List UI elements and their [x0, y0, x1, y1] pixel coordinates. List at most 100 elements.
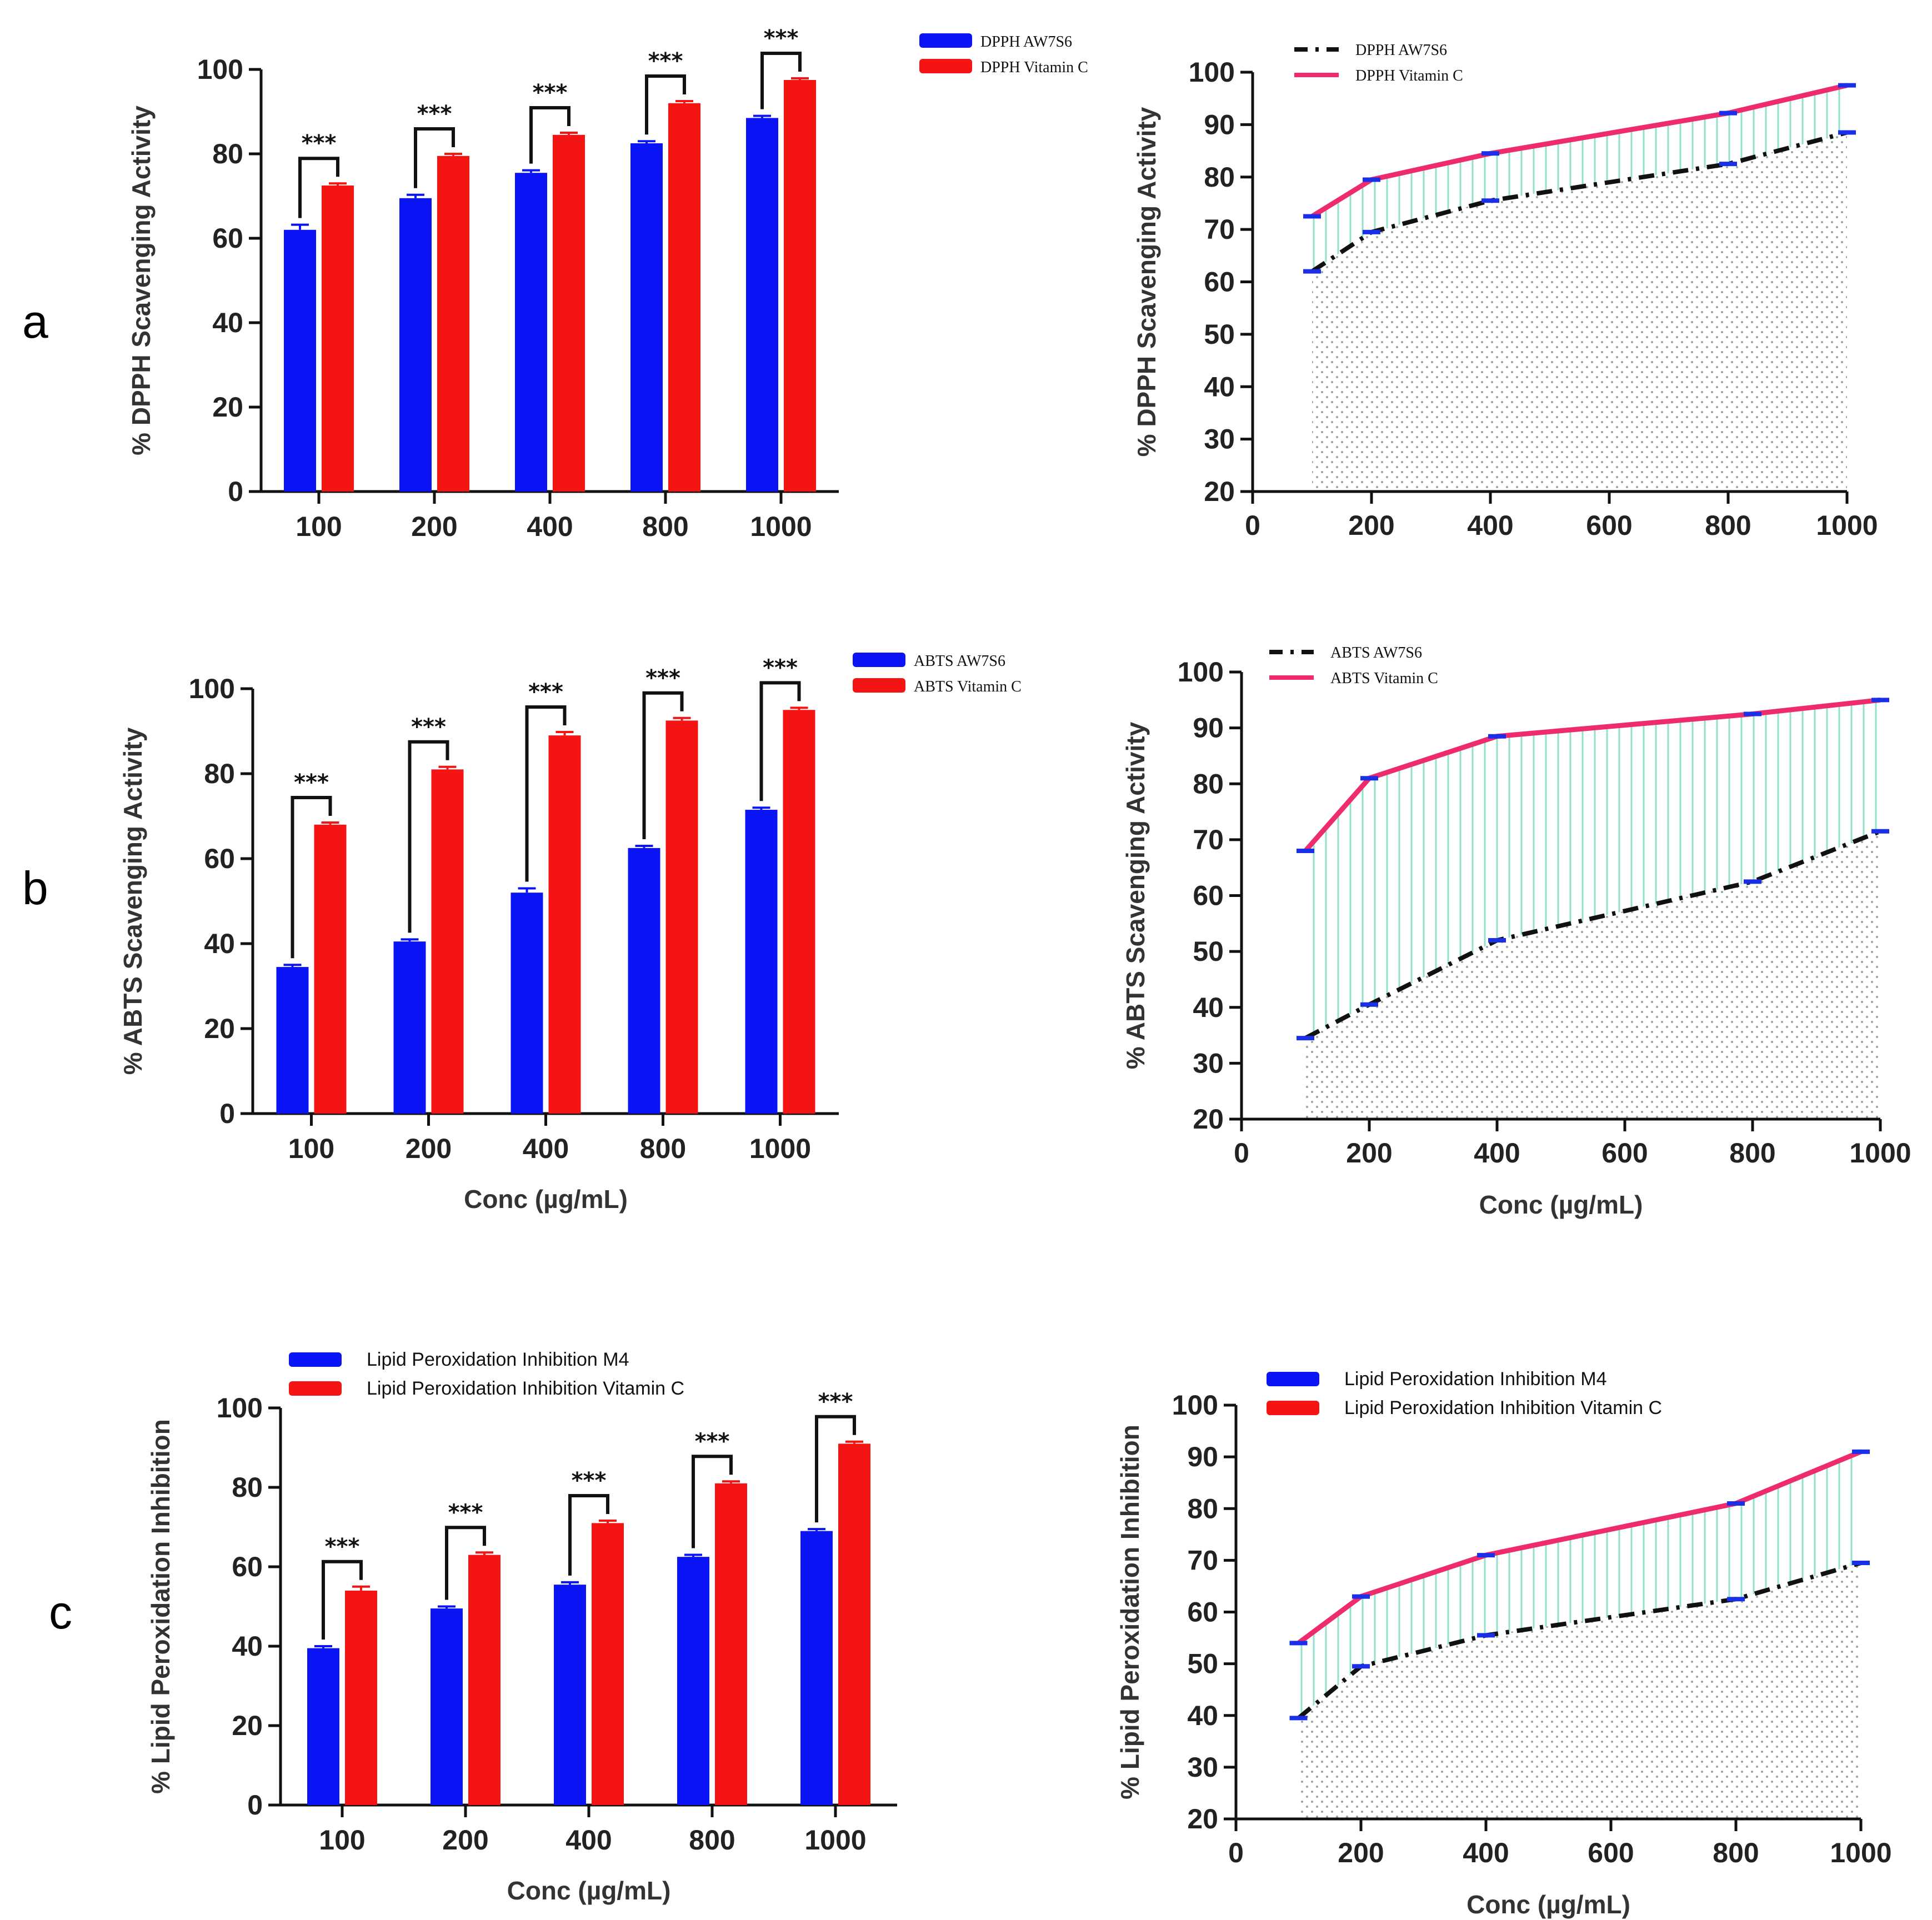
x-tick-label: 600 [1586, 510, 1632, 541]
legend-label: Lipid Peroxidation Inhibition M4 [1344, 1368, 1607, 1390]
y-tick-label: 50 [1204, 319, 1235, 350]
significance-stars: *** [411, 714, 446, 740]
y-tick-label: 70 [1187, 1545, 1218, 1576]
significance-stars: *** [528, 679, 563, 705]
y-tick-label: 20 [204, 1013, 235, 1044]
y-tick-label: 30 [1204, 424, 1235, 455]
bar-sample [399, 198, 432, 492]
y-tick-label: 70 [1193, 824, 1224, 855]
x-tick-label: 1000 [749, 1133, 811, 1164]
y-tick-label: 100 [197, 54, 243, 85]
legend-swatch-sample [289, 1352, 342, 1367]
y-tick-label: 40 [204, 928, 235, 959]
bar-sample [515, 173, 547, 492]
significance-bracket [645, 74, 686, 135]
x-tick-label: 400 [1474, 1137, 1520, 1169]
significance-stars: *** [325, 1534, 360, 1560]
y-tick-label: 20 [212, 392, 243, 423]
x-tick-label: 200 [1338, 1837, 1384, 1868]
significance-bracket [525, 705, 567, 882]
bar-sample [677, 1557, 709, 1805]
significance-stars: *** [448, 1500, 483, 1525]
x-tick-label: 800 [640, 1133, 686, 1164]
y-tick-label: 60 [212, 223, 243, 254]
fill-between-area [1305, 700, 1880, 1039]
x-tick-label: 400 [1467, 510, 1513, 541]
x-tick-label: 800 [642, 511, 688, 542]
significance-bracket [568, 1494, 609, 1576]
significance-bracket [322, 1560, 363, 1640]
x-tick-label: 400 [1463, 1837, 1509, 1868]
panel-label-a: a [22, 295, 48, 348]
significance-bracket [414, 127, 455, 188]
fill-between-area [1312, 85, 1847, 272]
y-tick-label: 20 [1193, 1104, 1224, 1135]
legend-label: DPPH Vitamin C [1355, 67, 1463, 84]
area-under-sample [1298, 1563, 1861, 1819]
y-tick-label: 100 [189, 673, 235, 704]
legend-label: DPPH AW7S6 [1355, 42, 1447, 59]
x-tick-label: 1000 [804, 1824, 866, 1856]
y-tick-label: 90 [1187, 1441, 1218, 1472]
significance-bracket [759, 681, 801, 801]
y-tick-label: 90 [1193, 713, 1224, 744]
x-tick-label: 100 [319, 1824, 365, 1856]
significance-stars: *** [417, 101, 452, 127]
significance-bracket [298, 157, 339, 218]
bar-vitamin-c [548, 735, 581, 1114]
fill-between-area [1298, 1451, 1861, 1718]
x-tick-label: 800 [1713, 1837, 1759, 1868]
x-tick-label: 200 [1348, 510, 1394, 541]
x-tick-label: 800 [689, 1824, 735, 1856]
panel-label-b: b [22, 862, 48, 914]
y-tick-label: 40 [212, 307, 243, 338]
x-tick-label: 400 [565, 1824, 612, 1856]
y-tick-label: 40 [1187, 1700, 1218, 1731]
y-tick-label: 80 [1193, 768, 1224, 799]
y-tick-label: 60 [204, 843, 235, 874]
bar-vitamin-c [431, 769, 464, 1114]
legend-label: ABTS AW7S6 [914, 653, 1005, 670]
bar-vitamin-c [468, 1555, 500, 1805]
legend-label: Lipid Peroxidation Inhibition Vitamin C [367, 1378, 684, 1399]
x-axis-title: Conc (µg/mL) [507, 1876, 671, 1905]
legend-label: ABTS Vitamin C [914, 678, 1022, 695]
panel-label-c: c [49, 1586, 72, 1638]
legend-label: Lipid Peroxidation Inhibition M4 [367, 1349, 629, 1370]
legend-swatch-vitamin-c [919, 59, 972, 73]
y-tick-label: 40 [232, 1631, 263, 1662]
y-tick-label: 20 [1187, 1803, 1218, 1834]
legend-swatch-sample [919, 33, 972, 48]
x-tick-label: 600 [1588, 1837, 1634, 1868]
series-line-sample [1310, 130, 1848, 273]
y-tick-label: 100 [217, 1392, 263, 1423]
y-tick-label: 80 [1204, 162, 1235, 193]
significance-stars: *** [533, 80, 568, 106]
y-tick-label: 40 [1193, 992, 1224, 1023]
bar-sample [746, 118, 778, 492]
x-tick-label: 200 [1346, 1137, 1392, 1169]
significance-bracket [692, 1455, 733, 1548]
significance-bracket [815, 1415, 856, 1523]
y-tick-label: 60 [1193, 880, 1224, 911]
bar-vitamin-c [592, 1523, 624, 1805]
x-tick-label: 100 [296, 511, 342, 542]
y-tick-label: 60 [232, 1551, 263, 1582]
bar-sample [431, 1608, 463, 1805]
y-tick-label: 20 [1204, 476, 1235, 507]
x-tick-label: 200 [411, 511, 457, 542]
y-tick-label: 30 [1187, 1752, 1218, 1783]
bar-sample [510, 893, 543, 1114]
bar-sample [800, 1531, 833, 1805]
x-axis-title: Conc (µg/mL) [1479, 1190, 1643, 1219]
significance-bracket [760, 51, 802, 109]
bar-vitamin-c [783, 710, 815, 1114]
legend-swatch-vitamin-c [1267, 1401, 1319, 1415]
significance-bracket [291, 795, 332, 959]
bar-vitamin-c [668, 103, 700, 492]
x-tick-label: 0 [1234, 1137, 1249, 1169]
x-axis-title: Conc (µg/mL) [464, 1185, 628, 1214]
